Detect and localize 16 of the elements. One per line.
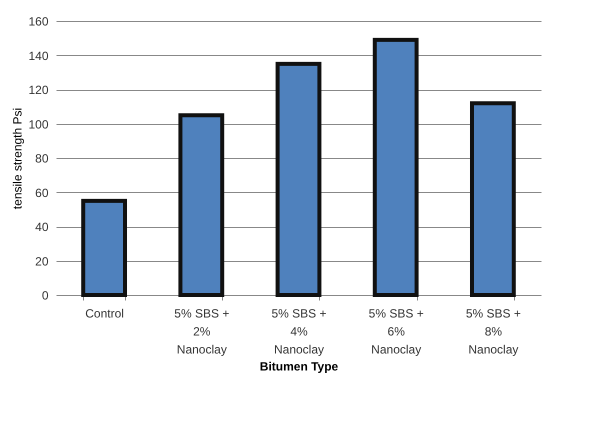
y-tick-label: 60 xyxy=(35,186,49,200)
y-tick-label: 20 xyxy=(35,254,49,268)
y-tick-label: 140 xyxy=(28,48,49,63)
x-tick-label: 5% SBS + 6% Nanoclay xyxy=(368,306,424,356)
y-tick-label: 120 xyxy=(28,83,49,97)
x-tick-label: 5% SBS + 4% Nanoclay xyxy=(271,306,327,356)
y-axis-title: tensile strength Psi xyxy=(10,108,24,210)
x-tick-label: Control xyxy=(85,306,124,320)
x-axis-title: Bitumen Type xyxy=(260,360,339,374)
x-tick-label: 5% SBS + 8% Nanoclay xyxy=(466,306,521,356)
y-tick-label: 80 xyxy=(35,152,49,166)
x-tick-label: 5% SBS + 2% Nanoclay xyxy=(174,306,230,356)
y-tick-label: 0 xyxy=(42,288,49,302)
y-tick-label: 40 xyxy=(35,220,49,234)
y-tick-label: 160 xyxy=(28,14,49,28)
y-tick-label: 100 xyxy=(28,117,49,132)
